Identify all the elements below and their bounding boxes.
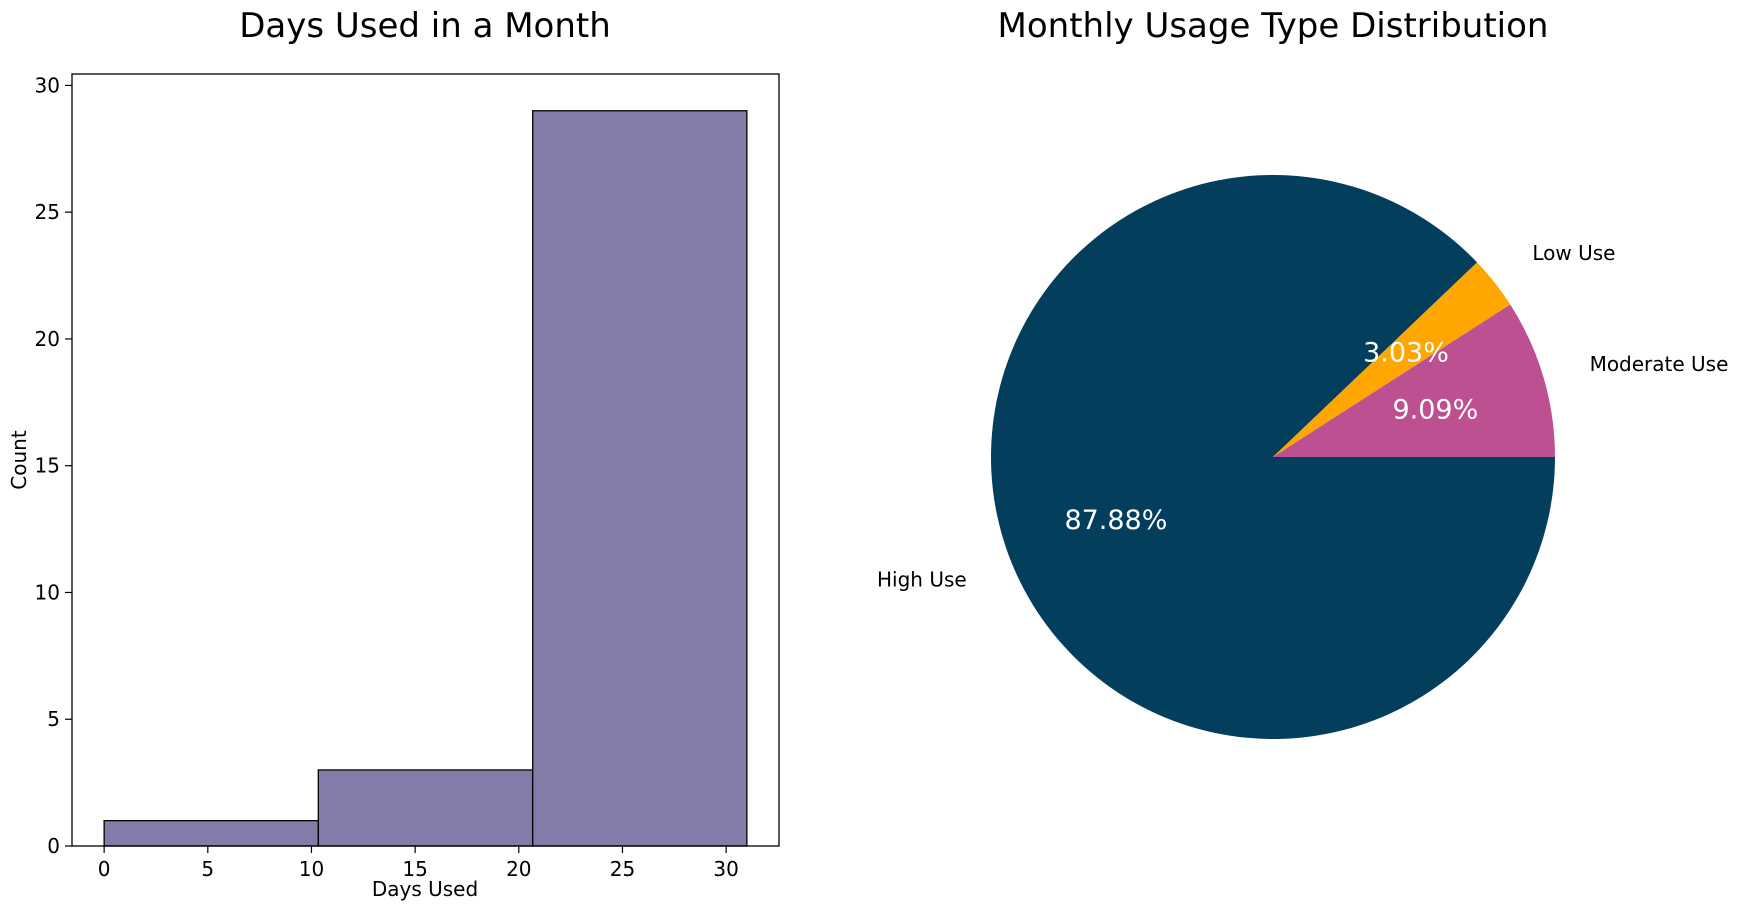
y-tick-label: 15 <box>35 454 60 478</box>
x-tick-label: 10 <box>299 857 324 881</box>
x-tick-label: 20 <box>506 857 531 881</box>
x-tick-label: 30 <box>713 857 738 881</box>
histogram-plot-frame <box>71 73 780 847</box>
pie-title: Monthly Usage Type Distribution <box>998 6 1549 46</box>
y-tick-label: 25 <box>35 200 60 224</box>
pie-labels: High Use 87.88% Low Use 3.03% Moderate Use 9.… <box>877 241 1728 592</box>
histogram-bar <box>532 110 748 847</box>
histogram-y-ticks: 0 5 10 15 20 25 30 <box>35 73 72 858</box>
histogram-bar <box>317 769 534 847</box>
y-tick-label: 10 <box>35 580 60 604</box>
pie-slice-label: Moderate Use <box>1590 352 1729 376</box>
y-tick-label: 20 <box>35 327 60 351</box>
x-tick-label: 25 <box>610 857 635 881</box>
y-tick-label: 5 <box>47 707 60 731</box>
y-tick-label: 0 <box>47 834 60 858</box>
pie-percent-label: 9.09% <box>1392 394 1478 425</box>
pie-panel: Monthly Usage Type Distribution High Use… <box>877 6 1728 739</box>
x-tick-label: 0 <box>98 857 111 881</box>
pie-percent-label: 87.88% <box>1064 505 1167 536</box>
pie-slice-label: Low Use <box>1532 241 1615 265</box>
pie-percent-label: 3.03% <box>1363 337 1449 368</box>
histogram-panel: Days Used in a Month 0 5 10 15 20 25 30 0 5 10 15… <box>7 6 780 901</box>
histogram-x-ticks: 0 5 10 15 20 25 30 <box>98 846 739 881</box>
histogram-bars <box>103 110 748 847</box>
histogram-y-axis-label: Count <box>7 430 31 490</box>
y-tick-label: 30 <box>35 73 60 97</box>
histogram-x-axis-label: Days Used <box>372 877 478 901</box>
x-tick-label: 15 <box>402 857 427 881</box>
pie-slice <box>1273 304 1555 457</box>
pie-slice <box>990 174 1555 739</box>
pie-slice <box>1273 262 1511 457</box>
histogram-title: Days Used in a Month <box>239 6 611 46</box>
pie-slices <box>990 174 1555 739</box>
pie-slice-label: High Use <box>877 568 967 592</box>
histogram-bar <box>103 819 319 847</box>
x-tick-label: 5 <box>201 857 214 881</box>
